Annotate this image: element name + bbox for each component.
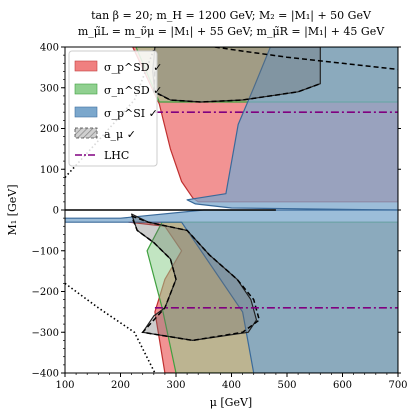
y-tick-label-300: 300 (40, 83, 59, 94)
boundary-left-lower (65, 282, 156, 373)
legend-label-amu: a_μ ✓ (104, 128, 136, 141)
x-tick-label-700: 700 (388, 380, 407, 391)
chart-title-line2: m_μ̃L = m_ν̃μ = |M₁| + 55 GeV; m_μ̃R = |… (78, 25, 385, 39)
region-series-2-0 (186, 47, 398, 211)
y-axis-label: M₁ [GeV] (6, 185, 19, 236)
y-tick-label-100: 100 (40, 165, 59, 176)
y-tick-label--200: −200 (32, 287, 59, 298)
region-series-2-1 (65, 209, 398, 373)
legend: σ_p^SD ✓ σ_n^SD ✓ σ_p^SI ✓ a_μ ✓ LHC (68, 50, 162, 167)
x-axis: 100 200 300 400 500 600 700 (55, 373, 408, 391)
y-tick-label--100: −100 (32, 246, 59, 257)
x-tick-label-500: 500 (277, 380, 296, 391)
legend-swatch-amu (74, 127, 98, 139)
y-tick-label--400: −400 (32, 369, 59, 380)
y-tick-label--300: −300 (32, 328, 59, 339)
legend-label-sigma-p-sd: σ_p^SD ✓ (104, 61, 162, 74)
legend-label-lhc: LHC (104, 149, 129, 162)
legend-swatch-sigma-n-sd (74, 83, 98, 95)
plot-area (65, 47, 398, 373)
legend-label-sigma-n-sd: σ_n^SD ✓ (104, 84, 162, 97)
y-tick-label-200: 200 (40, 124, 59, 135)
chart-title-line1: tan β = 20; m_H = 1200 GeV; M₂ = |M₁| + … (91, 9, 372, 23)
amu-dashed-upper-top (214, 47, 398, 71)
x-tick-label-300: 300 (166, 380, 185, 391)
y-axis: −400 −300 −200 −100 0 100 200 300 400 (32, 43, 401, 380)
x-axis-label: μ [GeV] (210, 396, 252, 409)
y-tick-label-0: 0 (53, 206, 59, 217)
x-tick-label-100: 100 (55, 380, 74, 391)
amu-dashed-lower (130, 215, 261, 342)
legend-label-sigma-p-si: σ_p^SI ✓ (104, 107, 158, 120)
legend-swatch-sigma-p-si (74, 106, 98, 118)
legend-swatch-sigma-p-sd (74, 60, 98, 72)
x-tick-label-400: 400 (222, 380, 241, 391)
x-tick-label-600: 600 (333, 380, 352, 391)
x-tick-label-200: 200 (111, 380, 130, 391)
y-tick-label-400: 400 (40, 43, 59, 54)
